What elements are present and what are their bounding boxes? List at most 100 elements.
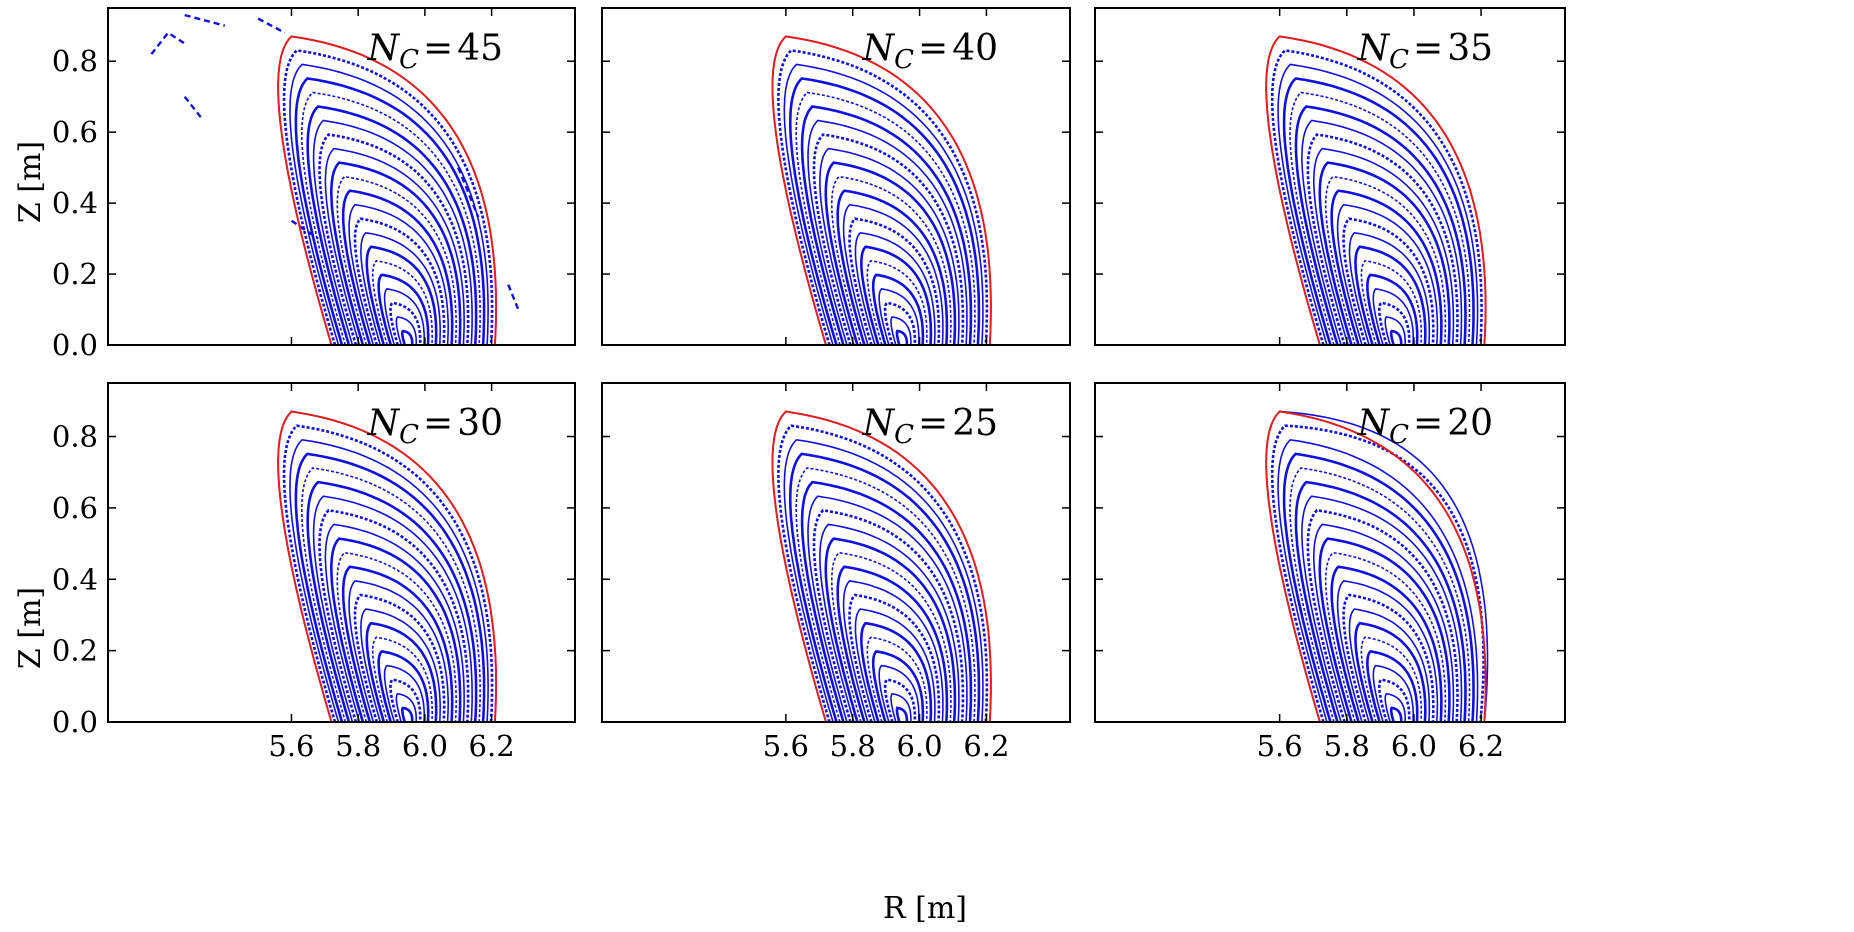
panel-label: NC = 30	[367, 403, 503, 450]
flux-surface	[812, 133, 965, 345]
x-tick-label: 6.2	[963, 729, 1009, 763]
flux-surface	[860, 245, 933, 345]
flux-surface	[1389, 706, 1403, 722]
flux-surface	[807, 119, 968, 345]
flux-surface	[1277, 438, 1479, 722]
flux-surface	[854, 608, 936, 722]
y-tick-label: 0.6	[52, 115, 98, 149]
flux-surface	[883, 301, 917, 345]
n-subscript: C	[399, 420, 419, 450]
n-subscript: C	[894, 420, 914, 450]
equals-sign: =	[918, 403, 948, 444]
axes-frame	[1094, 7, 1566, 346]
flux-surface	[777, 49, 989, 345]
flux-surface	[329, 161, 462, 345]
flux-surface	[1372, 664, 1414, 722]
flux-surface	[336, 551, 458, 722]
equals-sign: =	[1413, 403, 1443, 444]
flux-surface	[866, 636, 928, 722]
panel-nc-25: 5.6 5.8 6.0 6.2 NC = 25	[601, 382, 1071, 763]
flux-surface	[1270, 424, 1485, 722]
x-tick-label: 5.6	[763, 729, 809, 763]
panel-nc-40: NC = 40	[601, 7, 1071, 346]
flux-surface	[1330, 189, 1443, 345]
flux-surface	[377, 650, 430, 722]
n-subscript: C	[399, 45, 419, 75]
flux-surface	[318, 133, 470, 345]
x-tick-label: 5.8	[1324, 729, 1370, 763]
flux-surface	[1282, 452, 1475, 722]
flux-surface	[1389, 329, 1403, 345]
flux-surface	[353, 593, 446, 722]
flux-surface	[395, 692, 417, 722]
flux-surface	[789, 452, 981, 722]
flux-surface	[895, 329, 909, 345]
reference-boundary	[771, 35, 992, 345]
flux-surface	[842, 203, 944, 345]
flux-surface	[324, 523, 465, 722]
flux-surface	[348, 580, 450, 722]
flux-surface	[831, 551, 952, 722]
n-value: 20	[1447, 403, 1493, 444]
flux-surface	[1318, 161, 1451, 345]
flux-surface	[1313, 147, 1455, 345]
flux-surface	[1384, 692, 1406, 722]
flux-surface	[842, 580, 944, 722]
n-value: 40	[952, 28, 998, 69]
flux-surface	[1318, 537, 1451, 722]
flux-surface	[383, 664, 425, 722]
flux-surface	[1348, 608, 1431, 722]
flux-surface	[783, 438, 984, 722]
flux-surfaces	[1265, 35, 1487, 345]
flux-surface	[1342, 593, 1435, 722]
flux-surface	[1313, 523, 1455, 722]
flux-surface	[1360, 259, 1423, 345]
n-symbol: N	[1357, 28, 1391, 69]
flux-surface	[890, 316, 912, 345]
axes-frame	[107, 382, 576, 723]
flux-surface	[306, 105, 478, 345]
panels-group: 0.00.20.40.60.8 NC = 45 NC = 40 NC = 350.00.20.40…	[52, 7, 1566, 763]
flux-surface	[895, 706, 909, 722]
flux-surface	[289, 438, 489, 722]
n-symbol: N	[367, 28, 401, 69]
x-axis-label: R [m]	[883, 891, 967, 926]
reference-boundary	[771, 410, 992, 722]
flux-surface	[831, 175, 952, 345]
flux-surfaces	[771, 410, 992, 722]
flux-surface	[324, 147, 465, 345]
flux-surface	[854, 231, 936, 345]
flux-surface	[871, 650, 925, 722]
flux-surface	[365, 245, 438, 345]
n-value: 25	[952, 403, 998, 444]
stray-orbit	[150, 31, 186, 55]
flux-surface	[341, 189, 454, 345]
flux-surface	[401, 706, 414, 722]
flux-surface	[890, 692, 912, 722]
flux-surface	[389, 301, 422, 345]
flux-surface	[1324, 551, 1447, 722]
stray-orbit	[184, 13, 226, 27]
flux-surface	[301, 91, 481, 345]
flux-surface	[360, 608, 442, 722]
flux-surface	[1324, 175, 1447, 345]
n-symbol: N	[1357, 403, 1391, 444]
x-tick-label: 5.8	[830, 729, 876, 763]
flux-surface	[312, 119, 473, 345]
y-tick-label: 0.2	[52, 634, 98, 668]
panel-nc-30: 0.0 0.2 0.4 0.6 0.8 5.6 5.8 6.0 6.2 NC = 30	[52, 382, 576, 763]
panel-label: NC = 40	[862, 28, 998, 75]
x-tick-label: 5.8	[335, 729, 381, 763]
n-symbol: N	[367, 403, 401, 444]
flux-surface	[824, 161, 957, 345]
flux-surface	[341, 565, 454, 722]
flux-surface	[282, 424, 494, 722]
stray-orbit	[290, 219, 319, 240]
n-value: 30	[457, 403, 503, 444]
flux-surface	[848, 217, 941, 345]
flux-surfaces	[771, 35, 992, 345]
flux-surface	[289, 63, 489, 345]
y-tick-label: 0.8	[52, 44, 98, 78]
flux-surface	[1289, 91, 1471, 345]
